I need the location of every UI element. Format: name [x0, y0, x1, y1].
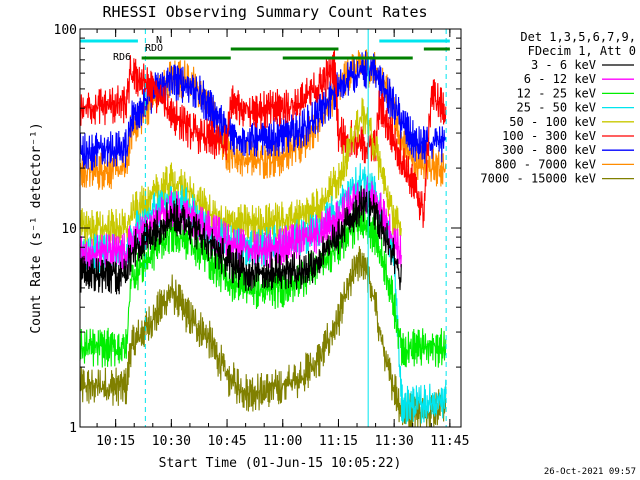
series-1 — [79, 185, 402, 295]
series-7 — [79, 51, 447, 171]
timestamp: 26-Oct-2021 09:57 — [544, 467, 636, 477]
rdo-flag-label: RDO — [145, 43, 163, 54]
series-line — [79, 97, 402, 248]
x-axis: 10:15 10:30 10:45 11:00 11:15 11:30 11:45 — [96, 29, 469, 449]
chart-title: RHESSI Observing Summary Count Rates — [102, 3, 427, 21]
y-tick-label: 10 — [61, 222, 77, 237]
x-tick-label: 11:45 — [430, 434, 469, 449]
y-tick-label: 1 — [69, 421, 77, 436]
x-tick-label: 11:15 — [319, 434, 358, 449]
series-line — [79, 185, 402, 295]
rd6-flag-label: RD6 — [113, 52, 131, 63]
legend-label: 300 - 800 keV — [502, 143, 596, 157]
x-tick-label: 11:00 — [263, 434, 302, 449]
y-tick-label: 100 — [54, 23, 77, 38]
x-tick-label: 10:15 — [96, 434, 135, 449]
series-9 — [79, 246, 447, 428]
series-5 — [79, 97, 402, 248]
legend-label: 6 - 12 keV — [524, 72, 596, 86]
legend-header-line-2: FDecim 1, Att 0 — [528, 44, 636, 58]
series-line — [79, 51, 447, 171]
legend: Det 1,3,5,6,7,9, FDecim 1, Att 0 3 - 6 k… — [480, 30, 636, 186]
x-tick-label: 11:30 — [375, 434, 414, 449]
legend-header-line-1: Det 1,3,5,6,7,9, — [520, 30, 636, 44]
legend-label: 3 - 6 keV — [531, 58, 596, 72]
legend-label: 100 - 300 keV — [502, 129, 596, 143]
series-line — [79, 246, 447, 428]
legend-label: 25 - 50 keV — [517, 101, 596, 115]
series-line — [79, 48, 447, 228]
series-3 — [79, 202, 447, 368]
series-6 — [79, 48, 447, 228]
legend-label: 50 - 100 keV — [509, 115, 596, 129]
night-flag-label: N — [156, 35, 162, 46]
legend-label: 12 - 25 keV — [517, 86, 596, 100]
x-tick-label: 10:30 — [152, 434, 191, 449]
y-axis-label: Count Rate (s⁻¹ detector⁻¹) — [29, 122, 44, 333]
x-tick-label: 10:45 — [207, 434, 246, 449]
legend-label: 7000 - 15000 keV — [480, 172, 596, 186]
legend-label: 800 - 7000 keV — [495, 157, 596, 171]
series-line — [79, 202, 447, 368]
y-axis: 1 10 100 — [54, 23, 461, 436]
x-axis-label: Start Time (01-Jun-15 10:05:22) — [159, 456, 402, 471]
